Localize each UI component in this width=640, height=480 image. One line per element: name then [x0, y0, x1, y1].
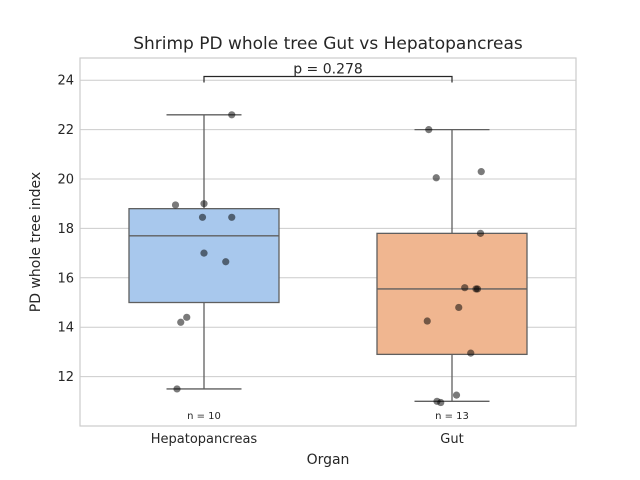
p-value-label: p = 0.278: [293, 62, 363, 78]
data-point: [437, 398, 445, 407]
box-group: n = 13: [376, 128, 528, 422]
box-plot-series: n = 10 n = 13: [128, 114, 528, 422]
data-point: [200, 249, 208, 257]
data-points: [171, 111, 485, 407]
significance-bracket: [203, 75, 453, 83]
box-rect: [376, 232, 528, 356]
data-point: [477, 168, 485, 176]
data-point: [425, 126, 433, 134]
axis-ticks: 12 14 16 18 20 22 24 Hepatopancreas Gut: [57, 74, 463, 447]
x-tick-label: Hepatopancreas: [151, 432, 258, 447]
y-tick-label: 14: [57, 321, 74, 336]
data-point: [228, 213, 236, 221]
chart-title: Shrimp PD whole tree Gut vs Hepatopancre…: [133, 34, 523, 54]
data-point: [228, 111, 236, 119]
data-point: [455, 303, 463, 312]
x-tick-label: Gut: [440, 432, 463, 447]
data-point: [171, 201, 180, 209]
sample-size-label: n = 13: [435, 411, 469, 422]
y-tick-label: 24: [57, 74, 74, 89]
y-tick-label: 20: [57, 173, 74, 188]
y-tick-label: 18: [57, 222, 74, 237]
data-point: [222, 258, 230, 266]
x-axis-label: Organ: [307, 452, 350, 468]
data-point: [183, 313, 191, 321]
box-group: n = 10: [128, 114, 280, 422]
data-point: [473, 285, 482, 293]
y-tick-label: 16: [57, 271, 74, 286]
data-point: [198, 213, 207, 221]
data-point: [423, 317, 431, 325]
data-point: [432, 174, 440, 182]
plot-frame: [79, 57, 577, 427]
data-point: [461, 284, 469, 292]
y-tick-label: 22: [57, 123, 74, 138]
y-axis-label: PD whole tree index: [28, 172, 44, 312]
y-tick-label: 12: [57, 370, 74, 385]
data-point: [173, 385, 181, 393]
data-point: [467, 349, 475, 357]
data-point: [200, 200, 208, 208]
significance-annotation: p = 0.278: [203, 62, 453, 83]
sample-size-label: n = 10: [187, 411, 221, 422]
data-point: [476, 229, 485, 237]
data-point: [452, 391, 461, 399]
data-point: [177, 318, 185, 326]
